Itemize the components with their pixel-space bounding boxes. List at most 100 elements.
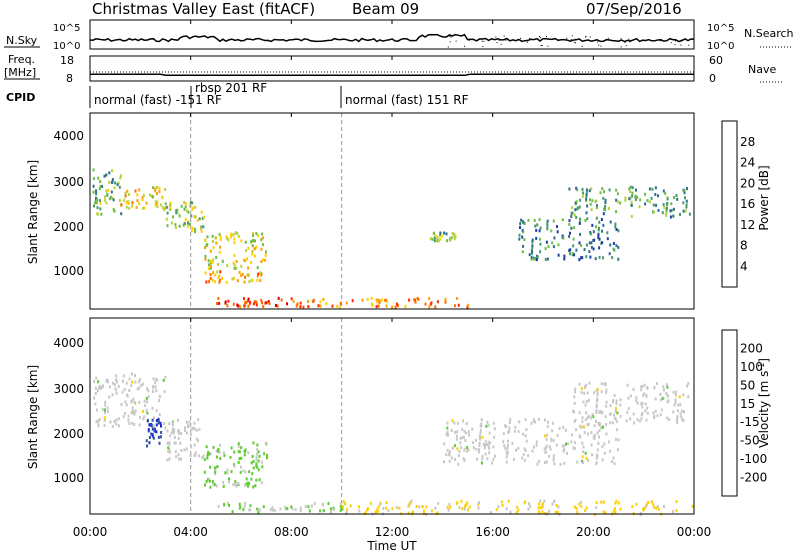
velocity-cell: [566, 451, 568, 455]
velocity-cell: [614, 501, 617, 505]
power-cell: [568, 249, 571, 253]
velocity-cell: [591, 453, 594, 457]
power-cell: [237, 304, 240, 308]
velocity-cell: [448, 503, 451, 506]
nsearch-point: [477, 39, 479, 41]
power-colorbar-tick: 12: [740, 218, 755, 232]
velocity-cell: [218, 450, 221, 454]
power-cell: [250, 261, 253, 264]
power-cell: [556, 230, 559, 234]
velocity-cell: [446, 421, 449, 425]
velocity-cell: [596, 387, 599, 391]
power-cell: [209, 265, 212, 268]
velocity-cell: [500, 500, 503, 504]
velocity-colorbar-tick: 200: [740, 341, 763, 355]
velocity-cell: [133, 401, 136, 404]
velocity-cell: [505, 507, 508, 511]
velocity-cell: [513, 429, 516, 433]
power-cell: [257, 234, 259, 238]
power-cell: [552, 245, 555, 249]
velocity-cell: [635, 502, 638, 506]
velocity-cell: [398, 506, 401, 510]
nsearch-point: [680, 44, 682, 46]
power-cell: [571, 206, 574, 209]
power-cell: [317, 304, 320, 308]
power-cell: [138, 202, 141, 206]
velocity-cell: [209, 485, 212, 489]
power-cell: [661, 211, 664, 215]
nsearch-point: [581, 45, 583, 47]
power-cell: [597, 228, 600, 232]
power-cell: [586, 217, 589, 221]
velocity-cell: [563, 444, 566, 448]
power-cell: [361, 298, 364, 302]
power-colorbar-tick: 20: [740, 176, 755, 190]
nsearch-point: [566, 37, 568, 39]
power-cell: [675, 194, 678, 197]
velocity-cell: [545, 444, 548, 448]
power-cell: [176, 208, 179, 212]
power-cell: [612, 242, 615, 245]
velocity-cell: [125, 381, 128, 385]
velocity-cell: [460, 499, 463, 503]
velocity-heatmap: [93, 372, 694, 516]
power-cell: [521, 228, 524, 232]
velocity-cell: [203, 470, 206, 474]
power-cell: [244, 275, 247, 279]
velocity-cell: [636, 401, 639, 405]
velocity-cell: [122, 379, 124, 383]
velocity-cell: [215, 449, 218, 453]
velocity-cell: [164, 426, 167, 430]
velocity-cell: [222, 480, 225, 484]
power-cell: [256, 266, 259, 270]
power-cell: [205, 280, 208, 284]
power-cell: [664, 191, 667, 195]
velocity-panel-frame: [89, 317, 695, 515]
velocity-cell: [209, 465, 212, 469]
velocity-cell: [629, 394, 632, 398]
velocity-cell: [206, 453, 209, 457]
velocity-cell: [593, 434, 596, 437]
velocity-cell: [581, 455, 584, 459]
power-cell: [154, 187, 157, 191]
power-cell: [375, 298, 378, 302]
power-cell: [268, 302, 271, 305]
velocity-cell: [219, 443, 221, 447]
power-cell: [662, 203, 665, 207]
velocity-cell: [686, 384, 689, 388]
velocity-cell: [454, 457, 457, 461]
power-cell: [194, 205, 197, 209]
velocity-cell: [177, 453, 180, 457]
power-cell: [551, 241, 554, 245]
velocity-cell: [586, 432, 589, 436]
velocity-cell: [472, 446, 475, 450]
velocity-cell: [104, 408, 106, 412]
power-cell: [602, 196, 605, 200]
velocity-cell: [644, 409, 647, 413]
velocity-cell: [183, 448, 186, 452]
power-cell: [218, 233, 221, 237]
power-cell: [187, 221, 189, 225]
power-cell: [252, 233, 255, 237]
power-cell: [209, 276, 212, 280]
velocity-cell: [662, 385, 665, 389]
velocity-cell: [485, 443, 488, 447]
power-cell: [615, 188, 618, 192]
power-cell: [370, 302, 373, 306]
velocity-cell: [319, 509, 322, 513]
velocity-cell: [239, 505, 242, 509]
velocity-cell: [453, 430, 456, 434]
power-cell: [219, 237, 222, 241]
velocity-cell: [145, 439, 148, 443]
velocity-cell: [152, 436, 155, 440]
power-cell: [128, 193, 131, 196]
velocity-cell: [410, 499, 413, 503]
velocity-colorbar-tick: -100: [740, 452, 767, 466]
nsearch-point: [629, 41, 631, 43]
power-cell: [466, 305, 469, 309]
power-cell: [600, 218, 603, 221]
velocity-cell: [382, 507, 385, 510]
velocity-cell: [107, 380, 109, 384]
